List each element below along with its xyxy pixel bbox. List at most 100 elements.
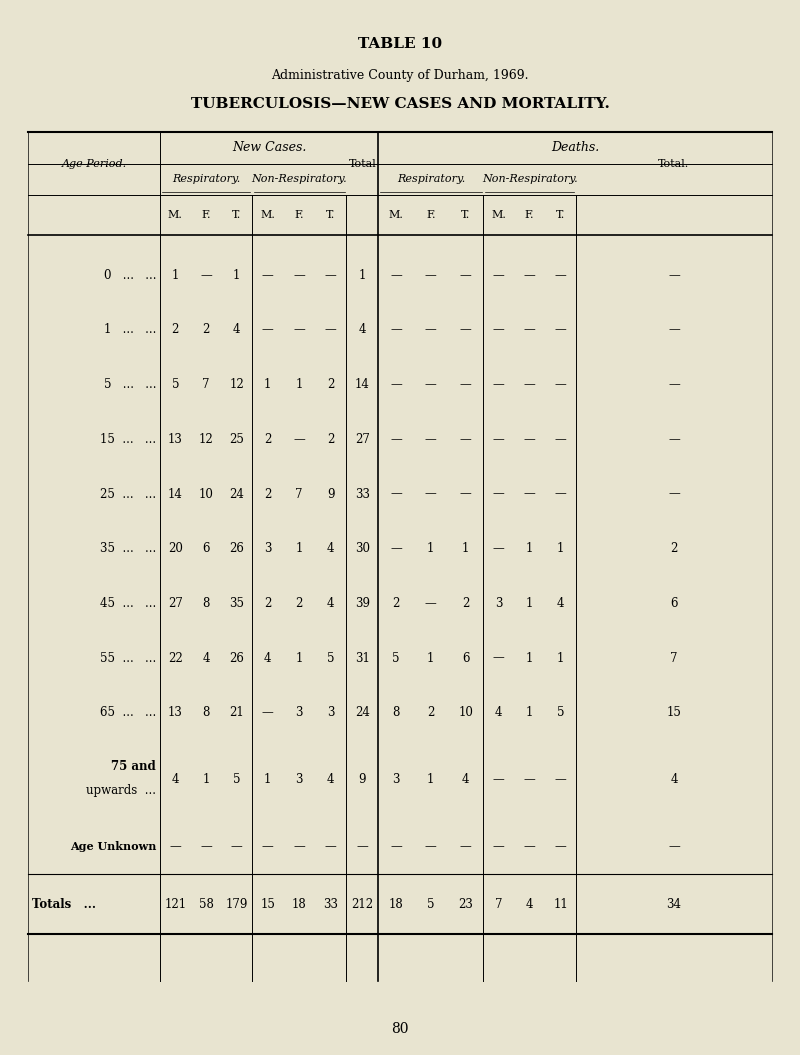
Text: F.: F.: [525, 210, 534, 220]
Text: 179: 179: [226, 898, 248, 910]
Text: 18: 18: [389, 898, 403, 910]
Text: 24: 24: [355, 706, 370, 720]
Text: 2: 2: [670, 542, 678, 555]
Text: 33: 33: [355, 487, 370, 500]
Text: 212: 212: [351, 898, 374, 910]
Text: —: —: [425, 378, 437, 391]
Text: 55  ...   ...: 55 ... ...: [100, 652, 156, 665]
Text: 13: 13: [168, 433, 182, 446]
Text: 1: 1: [233, 269, 240, 282]
Text: —: —: [668, 324, 680, 337]
Text: —: —: [390, 433, 402, 446]
Text: 2: 2: [202, 324, 210, 337]
Text: 1: 1: [526, 597, 534, 610]
Text: Respiratory.: Respiratory.: [172, 174, 240, 185]
Text: 27: 27: [355, 433, 370, 446]
Text: —: —: [170, 840, 182, 853]
Text: —: —: [460, 840, 472, 853]
Text: 80: 80: [391, 1022, 409, 1036]
Text: —: —: [554, 773, 566, 786]
Text: —: —: [668, 487, 680, 500]
Text: 8: 8: [392, 706, 399, 720]
Text: 65  ...   ...: 65 ... ...: [100, 706, 156, 720]
Text: M.: M.: [260, 210, 275, 220]
Text: 4: 4: [557, 597, 564, 610]
Text: —: —: [493, 487, 505, 500]
Text: Age Unknown: Age Unknown: [70, 841, 156, 852]
Text: —: —: [425, 324, 437, 337]
Text: —: —: [493, 269, 505, 282]
Text: —: —: [390, 324, 402, 337]
Text: T.: T.: [232, 210, 242, 220]
Text: 2: 2: [427, 706, 434, 720]
Text: —: —: [524, 840, 535, 853]
Text: 9: 9: [327, 487, 334, 500]
Text: 58: 58: [198, 898, 214, 910]
Text: 1   ...   ...: 1 ... ...: [104, 324, 156, 337]
Text: 26: 26: [230, 652, 244, 665]
Text: 35  ...   ...: 35 ... ...: [100, 542, 156, 555]
Text: 8: 8: [202, 706, 210, 720]
Text: —: —: [554, 487, 566, 500]
Text: —: —: [493, 840, 505, 853]
Text: 2: 2: [327, 433, 334, 446]
Text: 2: 2: [264, 433, 271, 446]
Text: —: —: [493, 773, 505, 786]
Text: M.: M.: [389, 210, 403, 220]
Text: —: —: [524, 773, 535, 786]
Text: —: —: [425, 840, 437, 853]
Text: —: —: [668, 840, 680, 853]
Text: 1: 1: [295, 542, 303, 555]
Text: —: —: [460, 487, 472, 500]
Text: 8: 8: [202, 597, 210, 610]
Text: 25: 25: [230, 433, 244, 446]
Text: 1: 1: [557, 542, 564, 555]
Text: 1: 1: [427, 542, 434, 555]
Text: —: —: [460, 433, 472, 446]
Text: 45  ...   ...: 45 ... ...: [100, 597, 156, 610]
Text: 7: 7: [495, 898, 502, 910]
Text: 22: 22: [168, 652, 182, 665]
Text: 26: 26: [230, 542, 244, 555]
Text: —: —: [554, 840, 566, 853]
Text: —: —: [262, 269, 274, 282]
Text: —: —: [493, 542, 505, 555]
Text: —: —: [425, 487, 437, 500]
Text: —: —: [390, 487, 402, 500]
Text: 4: 4: [327, 542, 334, 555]
Text: 4: 4: [327, 773, 334, 786]
Text: New Cases.: New Cases.: [232, 141, 306, 154]
Text: —: —: [262, 840, 274, 853]
Text: —: —: [554, 378, 566, 391]
Text: 5: 5: [327, 652, 334, 665]
Text: 1: 1: [427, 773, 434, 786]
Text: Deaths.: Deaths.: [551, 141, 599, 154]
Text: —: —: [230, 840, 242, 853]
Text: —: —: [325, 840, 337, 853]
Text: 21: 21: [230, 706, 244, 720]
Text: TABLE 10: TABLE 10: [358, 37, 442, 51]
Text: 5   ...   ...: 5 ... ...: [103, 378, 156, 391]
Text: F.: F.: [202, 210, 210, 220]
Text: 12: 12: [198, 433, 214, 446]
Text: 11: 11: [553, 898, 568, 910]
Text: —: —: [425, 433, 437, 446]
Text: 4: 4: [327, 597, 334, 610]
Text: 2: 2: [295, 597, 303, 610]
Text: T.: T.: [461, 210, 470, 220]
Text: 18: 18: [292, 898, 306, 910]
Text: 7: 7: [670, 652, 678, 665]
Text: 6: 6: [462, 652, 470, 665]
Text: —: —: [325, 324, 337, 337]
Text: 4: 4: [462, 773, 470, 786]
Text: —: —: [554, 269, 566, 282]
Text: —: —: [390, 840, 402, 853]
Text: 1: 1: [264, 773, 271, 786]
Text: 10: 10: [198, 487, 214, 500]
Text: T.: T.: [326, 210, 335, 220]
Text: 15: 15: [260, 898, 275, 910]
Text: Respiratory.: Respiratory.: [397, 174, 465, 185]
Text: Total.: Total.: [658, 158, 690, 169]
Text: 20: 20: [168, 542, 182, 555]
Text: 2: 2: [264, 487, 271, 500]
